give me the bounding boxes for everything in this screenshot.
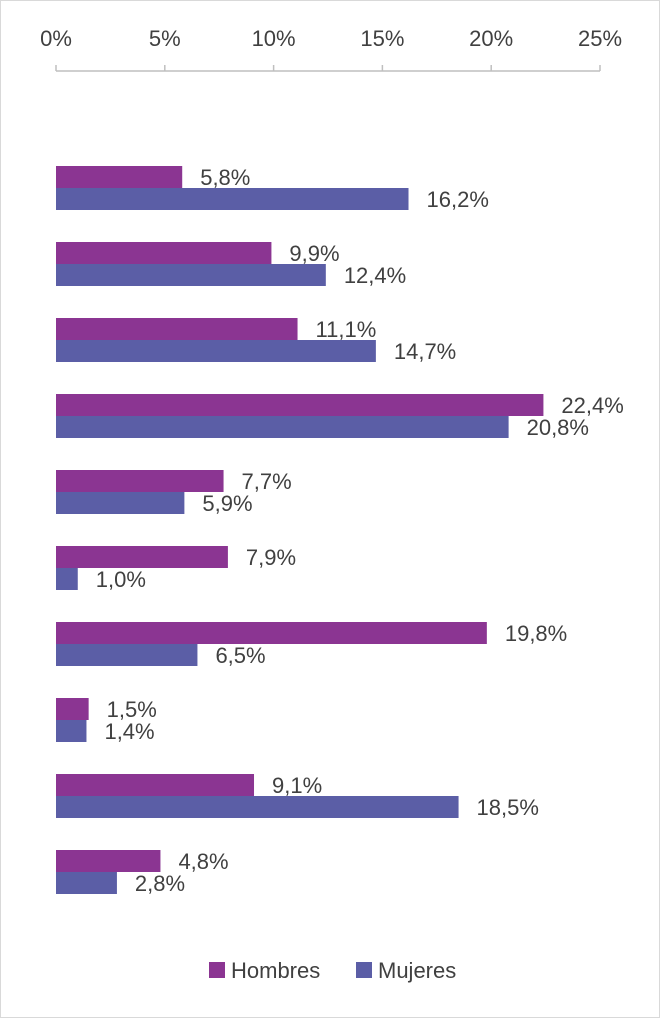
bar-mujeres bbox=[56, 568, 78, 590]
bars bbox=[56, 166, 544, 894]
x-tick-label: 15% bbox=[360, 26, 404, 51]
bar-mujeres bbox=[56, 188, 409, 210]
data-label-hombres: 4,8% bbox=[178, 849, 228, 874]
bar-hombres bbox=[56, 166, 183, 188]
bar-hombres bbox=[56, 318, 298, 340]
data-labels: 5,8% 16,2% 9,9%12,4% 11,1% 14,7% 22,4%20,8% 7,… bbox=[96, 165, 624, 896]
data-label-mujeres: 12,4% bbox=[344, 263, 406, 288]
legend-label-mujeres: Mujeres bbox=[378, 958, 456, 983]
bar-hombres bbox=[56, 698, 89, 720]
bar-mujeres bbox=[56, 492, 185, 514]
bar-hombres bbox=[56, 546, 228, 568]
legend-swatch-mujeres bbox=[356, 962, 372, 978]
bar-mujeres bbox=[56, 416, 509, 438]
x-tick-label: 10% bbox=[252, 26, 296, 51]
data-label-mujeres: 5,9% bbox=[202, 491, 252, 516]
bar-hombres bbox=[56, 850, 161, 872]
data-label-mujeres: 2,8% bbox=[135, 871, 185, 896]
legend-label-hombres: Hombres bbox=[231, 958, 320, 983]
data-label-mujeres: 16,2% bbox=[427, 187, 489, 212]
bar-mujeres bbox=[56, 340, 376, 362]
bar-hombres bbox=[56, 774, 255, 796]
data-label-mujeres: 14,7% bbox=[394, 339, 456, 364]
bar-mujeres bbox=[56, 720, 87, 742]
data-label-hombres: 7,9% bbox=[246, 545, 296, 570]
data-label-mujeres: 18,5% bbox=[477, 795, 539, 820]
data-label-hombres: 1,5% bbox=[107, 697, 157, 722]
x-tick-label: 0% bbox=[40, 26, 72, 51]
bar-mujeres bbox=[56, 264, 326, 286]
x-axis: 0% 5% 10% 15% 20% 25% bbox=[40, 26, 622, 72]
bar-hombres bbox=[56, 622, 487, 644]
bar-hombres bbox=[56, 394, 544, 416]
data-label-mujeres: 1,0% bbox=[96, 567, 146, 592]
bar-mujeres bbox=[56, 796, 459, 818]
legend-swatch-hombres bbox=[209, 962, 225, 978]
legend: Hombres Mujeres bbox=[209, 958, 456, 983]
data-label-mujeres: 6,5% bbox=[215, 643, 265, 668]
data-label-hombres: 9,1% bbox=[272, 773, 322, 798]
bar-hombres bbox=[56, 242, 272, 264]
data-label-hombres: 22,4% bbox=[561, 393, 623, 418]
data-label-hombres: 9,9% bbox=[289, 241, 339, 266]
data-label-hombres: 11,1% bbox=[316, 317, 377, 342]
data-label-hombres: 19,8% bbox=[505, 621, 567, 646]
data-label-hombres: 5,8% bbox=[200, 165, 250, 190]
data-label-hombres: 7,7% bbox=[242, 469, 292, 494]
data-label-mujeres: 1,4% bbox=[104, 719, 154, 744]
bar-mujeres bbox=[56, 644, 198, 666]
x-tick-label: 25% bbox=[578, 26, 622, 51]
data-label-mujeres: 20,8% bbox=[527, 415, 589, 440]
x-tick-label: 20% bbox=[469, 26, 513, 51]
bar-mujeres bbox=[56, 872, 117, 894]
bar-hombres bbox=[56, 470, 224, 492]
x-tick-label: 5% bbox=[149, 26, 181, 51]
